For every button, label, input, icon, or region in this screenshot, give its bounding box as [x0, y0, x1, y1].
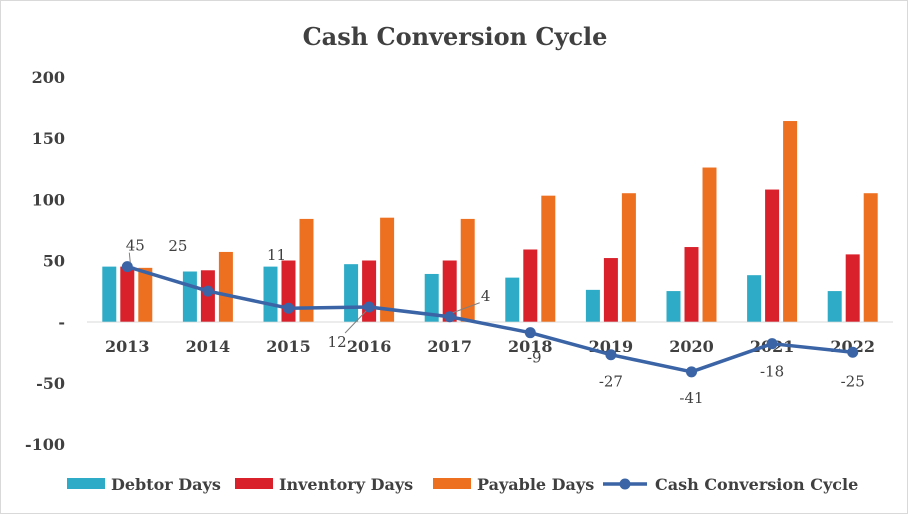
debtor-days-bar [424, 273, 439, 322]
data-label-leader [452, 302, 480, 314]
ccc-point [524, 327, 536, 339]
inventory-days-bar [845, 254, 860, 322]
payable-days-bar [621, 193, 636, 322]
payable-days-bar [299, 218, 314, 322]
payable-days-bar [541, 195, 556, 322]
y-tick-label: - [58, 313, 65, 332]
ccc-point [766, 338, 778, 350]
debtor-days-bar [182, 271, 197, 322]
debtor-days-bar [102, 266, 117, 322]
y-tick-label: 150 [32, 129, 65, 148]
inventory-days-bar [603, 258, 618, 322]
debtor-days-bar [505, 277, 520, 322]
legend-label-inventory-days: Inventory Days [279, 475, 413, 494]
chart-title: Cash Conversion Cycle [303, 22, 608, 51]
ccc-data-label: -18 [760, 363, 784, 381]
payable-days-bar [863, 193, 878, 322]
x-tick-label: 2014 [186, 337, 231, 356]
inventory-days-bar [523, 249, 538, 322]
data-label-leader [344, 310, 367, 334]
y-tick-label: 50 [43, 252, 65, 271]
y-tick-label: -100 [25, 435, 65, 454]
x-axis: 2013201420152016201720182019202020212022 [105, 337, 875, 356]
payable-days-bar [218, 251, 233, 322]
ccc-point [847, 346, 859, 358]
payable-days-bar [702, 167, 717, 322]
x-tick-label: 2016 [347, 337, 392, 356]
y-axis: 200 150 100 50 - -50 -100 [25, 68, 65, 454]
y-tick-label: 200 [32, 68, 65, 87]
legend-marker-cash-conversion-cycle [619, 478, 631, 490]
ccc-point [121, 261, 133, 273]
ccc-data-label: 4 [481, 287, 491, 305]
legend-label-payable-days: Payable Days [477, 475, 594, 494]
legend-swatch-debtor-days [67, 478, 105, 489]
legend-swatch-inventory-days [235, 478, 273, 489]
inventory-days-bar [684, 247, 699, 322]
ccc-data-label: -41 [679, 389, 703, 407]
payable-days-bar [138, 267, 153, 322]
x-tick-label: 2015 [266, 337, 311, 356]
payable-days-bar [783, 121, 798, 322]
ccc-data-label: -9 [527, 349, 542, 367]
x-tick-label: 2020 [669, 337, 714, 356]
ccc-point [444, 311, 456, 323]
debtor-days-bar [827, 291, 842, 322]
ccc-point [363, 301, 375, 313]
debtor-days-bar [263, 266, 278, 322]
legend-swatch-payable-days [433, 478, 471, 489]
x-tick-label: 2018 [508, 337, 553, 356]
ccc-point [283, 302, 294, 314]
inventory-days-bar [120, 266, 135, 322]
ccc-data-label: 12 [328, 333, 347, 351]
ccc-data-label: 11 [267, 246, 286, 264]
legend: Debtor Days Inventory Days Payable Days Cas… [67, 475, 858, 494]
ccc-point [686, 366, 697, 378]
data-label-leader [128, 252, 131, 263]
legend-label-debtor-days: Debtor Days [111, 475, 221, 494]
ccc-data-label: -25 [841, 372, 865, 390]
inventory-days-bar [765, 189, 780, 322]
payable-days-bar [460, 218, 475, 322]
debtor-days-bar [666, 291, 681, 322]
y-tick-label: 100 [32, 190, 65, 209]
bars-group [102, 121, 878, 322]
ccc-point [202, 285, 214, 297]
ccc-line [126, 264, 853, 374]
ccc-point [605, 349, 617, 361]
debtor-days-bar [585, 289, 600, 322]
ccc-data-label: 45 [126, 237, 145, 255]
debtor-days-bar [344, 264, 359, 322]
x-tick-label: 2017 [427, 337, 472, 356]
payable-days-bar [380, 217, 395, 322]
ccc-data-label: 25 [168, 237, 187, 255]
ccc-data-label: -27 [599, 373, 623, 391]
x-tick-label: 2013 [105, 337, 150, 356]
debtor-days-bar [747, 275, 762, 322]
ccc-line-group: 45 25 11 12 4 -9 -27 -41 -18 -25 [121, 237, 865, 407]
y-tick-label: -50 [36, 374, 65, 393]
inventory-days-bar [442, 260, 457, 322]
legend-label-cash-conversion-cycle: Cash Conversion Cycle [655, 475, 858, 494]
